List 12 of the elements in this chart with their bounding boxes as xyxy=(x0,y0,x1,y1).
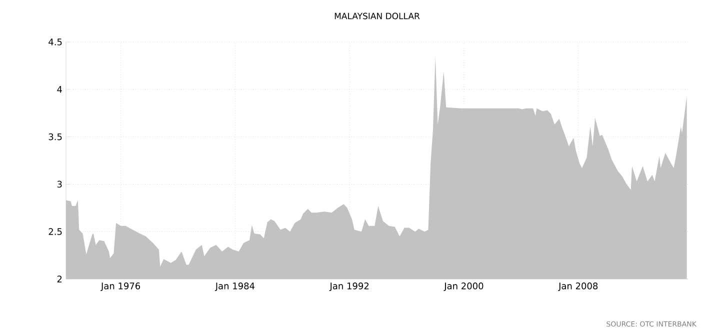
y-tick-label: 2.5 xyxy=(48,228,62,235)
chart-title: MALAYSIAN DOLLAR xyxy=(334,12,420,20)
y-tick-label: 4 xyxy=(57,86,62,93)
y-tick-label: 4.5 xyxy=(48,38,62,46)
x-tick-label: Jan 2008 xyxy=(558,282,598,291)
x-tick-label: Jan 1992 xyxy=(329,282,369,291)
y-tick-label: 3 xyxy=(57,180,62,188)
y-tick-label: 3.5 xyxy=(48,133,62,140)
x-tick-label: Jan 2000 xyxy=(444,282,484,291)
x-tick-label: Jan 1984 xyxy=(214,282,255,291)
x-tick-label: Jan 1976 xyxy=(100,282,140,291)
y-tick-label: 2 xyxy=(57,276,62,282)
